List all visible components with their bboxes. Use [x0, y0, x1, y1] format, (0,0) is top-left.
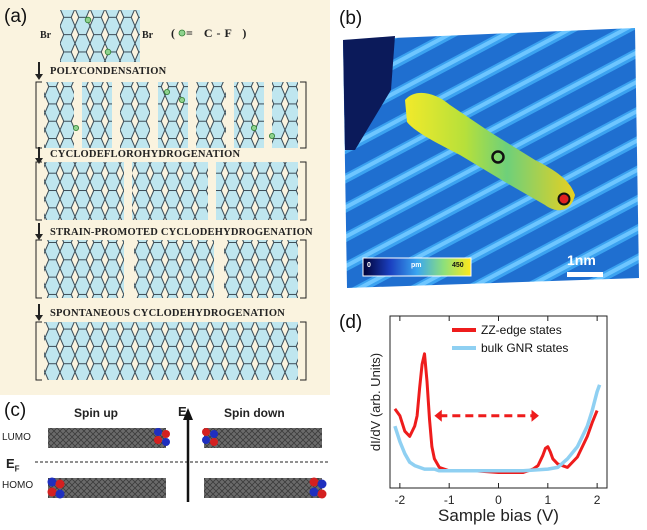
cf-legend: ( = C-F ) [171, 26, 251, 40]
x-tick-label: 1 [544, 493, 551, 507]
bromine-label-right: Br [142, 30, 154, 41]
panel-a-label: (a) [4, 6, 28, 27]
step-cyclodeflorohydrogenation: CYCLODEFLOROHYDROGENATION [50, 149, 241, 160]
cf-marker-icon [104, 48, 112, 56]
scalebar [567, 272, 603, 277]
y-axis-label: dI/dV (arb. Units) [368, 353, 383, 451]
panel-c-label: (c) [4, 400, 27, 421]
synthesis-scheme-svg [35, 10, 307, 381]
x-tick-label: -1 [444, 493, 455, 507]
step-strain-promoted: STRAIN-PROMOTED CYCLODEHYDROGENATION [50, 227, 313, 238]
step-arrow-icon [35, 62, 43, 80]
panel-c-spin-states: (c) Spin up Spin down E LUMO EF HOMO [0, 398, 335, 525]
lumo-label: LUMO [2, 432, 31, 443]
x-axis-label: Sample bias (V) [438, 506, 559, 525]
colorbar-unit: pm [411, 262, 422, 269]
spin-down-label: Spin down [224, 406, 285, 420]
graphene-nanoribbon [35, 321, 307, 381]
bulk-site-marker-icon [491, 150, 505, 164]
legend-label-0: ZZ-edge states [481, 323, 562, 337]
x-tick-label: 0 [495, 493, 502, 507]
spin-states-svg [35, 408, 330, 502]
nanoribbon-feature [405, 92, 575, 211]
edge-state-homo-down [309, 477, 327, 499]
monomer-molecule [60, 10, 140, 62]
panel-b-stm-image: (b) 0 pm 450 1nm [335, 0, 647, 290]
bromine-label-left: Br [40, 30, 52, 41]
series-line-1 [393, 384, 602, 473]
homo-label: HOMO [2, 480, 34, 491]
legend-cf-marker-icon [178, 29, 186, 37]
step-polycondensation: POLYCONDENSATION [50, 66, 167, 77]
panel-a-synthesis-scheme: (a) [0, 0, 330, 395]
step-arrow-icon [35, 147, 43, 164]
colorbar-max: 450 [452, 262, 464, 269]
edge-state-lumo-up [154, 428, 170, 446]
step-spontaneous: SPONTANEOUS CYCLODEHYDROGENATION [50, 308, 285, 319]
colorbar-min: 0 [367, 262, 371, 269]
fermi-level-label: EF [6, 456, 20, 474]
partially-fused-chain [35, 161, 307, 221]
step-arrow-icon [35, 304, 43, 321]
panel-b-label: (b) [339, 8, 363, 29]
annotation-arrowhead-right [531, 409, 539, 422]
edge-site-marker-icon [557, 192, 571, 206]
energy-axis-label: E [178, 404, 187, 419]
series-line-0 [393, 352, 599, 474]
scalebar-label: 1nm [567, 252, 596, 268]
legend-label-1: bulk GNR states [481, 341, 568, 355]
spin-up-label: Spin up [74, 406, 118, 420]
panel-d-spectra: (d) -2 -1 0 1 2 ZZ-edge states bulk GNR states… [335, 308, 647, 525]
polymer-chain [35, 81, 307, 149]
colorbar [362, 257, 472, 277]
dIdV-chart: -2 -1 0 1 2 ZZ-edge states bulk GNR states Samp… [368, 315, 608, 525]
step-arrow-icon [35, 223, 43, 240]
stm-topograph-svg [335, 0, 647, 290]
annotation-arrowhead-left [434, 409, 442, 422]
x-tick-label: 2 [594, 493, 601, 507]
edge-state-homo-up [47, 477, 65, 499]
panel-d-label: (d) [339, 312, 363, 333]
x-tick-label: -2 [395, 493, 406, 507]
edge-state-lumo-down [202, 428, 218, 446]
cf-marker-icon [84, 16, 92, 24]
strained-segments-chain [35, 239, 307, 299]
